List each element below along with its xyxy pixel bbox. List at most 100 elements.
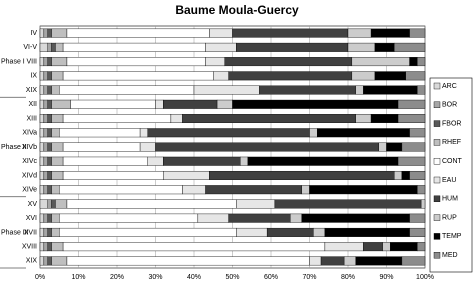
bar-segment xyxy=(397,99,426,109)
bar-segment xyxy=(355,85,364,95)
bar-segment xyxy=(228,213,291,223)
bar-segment xyxy=(236,42,349,52)
bar-segment xyxy=(59,128,141,138)
bar-segment xyxy=(209,170,395,180)
bar-segment xyxy=(324,242,364,252)
bar-segment xyxy=(47,71,52,81)
bar-segment xyxy=(409,128,426,138)
legend-swatch xyxy=(433,157,441,165)
x-tick-label: 0% xyxy=(35,274,45,281)
bar-segment xyxy=(266,227,314,237)
x-tick-label: 60% xyxy=(264,274,278,281)
y-tick-label: XIII xyxy=(26,115,37,122)
bar-segment xyxy=(47,256,52,266)
y-tick-label: XVII xyxy=(24,229,37,236)
bar-segment xyxy=(351,71,376,81)
bar-segment xyxy=(43,114,48,124)
bar-segment xyxy=(39,114,45,124)
bar-segment xyxy=(47,170,52,180)
bar-segment xyxy=(59,213,199,223)
bar-segment xyxy=(47,28,52,38)
legend-swatch xyxy=(433,251,441,259)
bar-segment xyxy=(363,85,418,95)
bar-segment xyxy=(47,156,52,166)
bar-segment xyxy=(209,28,233,38)
y-tick-label: XIVe xyxy=(22,187,37,194)
bar-segment xyxy=(59,185,183,195)
bar-segment xyxy=(39,227,45,237)
y-tick-label: VI-V xyxy=(23,44,37,51)
bar-segment xyxy=(301,213,410,223)
legend-label: MED xyxy=(442,252,458,259)
legend-box xyxy=(429,77,473,273)
y-tick-label: XIX xyxy=(26,87,38,94)
x-tick-label: 10% xyxy=(71,274,85,281)
bar-segment xyxy=(62,242,326,252)
legend-label: HUM xyxy=(442,196,458,203)
group-label: Phase III xyxy=(1,229,29,236)
bar-segment xyxy=(47,85,52,95)
bar-segment xyxy=(43,227,48,237)
legend-swatch xyxy=(433,139,441,146)
bar-segment xyxy=(147,156,164,166)
bar-segment xyxy=(236,199,276,209)
bar-segment xyxy=(66,28,210,38)
bar-segment xyxy=(51,85,60,95)
legend-label: BOR xyxy=(442,102,457,109)
bar-segment xyxy=(39,199,48,209)
bar-segment xyxy=(39,42,48,52)
bar-segment xyxy=(205,42,237,52)
bar-segment xyxy=(162,170,210,180)
bar-segment xyxy=(51,242,64,252)
bar-segment xyxy=(355,114,372,124)
bar-segment xyxy=(401,256,426,266)
bar-segment xyxy=(47,242,52,252)
bar-segment xyxy=(239,156,249,166)
bar-segment xyxy=(47,199,52,209)
bar-segment xyxy=(39,213,45,223)
x-tick-label: 40% xyxy=(187,274,201,281)
y-tick-label: VIII xyxy=(26,58,37,65)
bar-segment xyxy=(417,85,426,95)
bar-segment xyxy=(39,170,45,180)
bar-segment xyxy=(309,128,318,138)
bar-segment xyxy=(51,199,56,209)
bar-segment xyxy=(66,256,310,266)
bar-segment xyxy=(420,199,426,209)
legend-swatch xyxy=(433,233,441,240)
bar-segment xyxy=(51,42,56,52)
bar-segment xyxy=(62,170,164,180)
legend-label: FBOR xyxy=(442,120,461,127)
bar-segment xyxy=(301,185,310,195)
x-tick-label: 80% xyxy=(341,274,355,281)
bar-segment xyxy=(374,42,395,52)
bar-segment xyxy=(51,227,60,237)
y-tick-label: XIVa xyxy=(22,130,37,137)
bar-segment xyxy=(39,142,45,152)
bar-segment xyxy=(347,28,372,38)
legend-swatch xyxy=(433,101,441,109)
group-label: Phase I xyxy=(1,58,25,65)
bar-segment xyxy=(51,213,60,223)
bar-segment xyxy=(51,28,68,38)
bar-segment xyxy=(228,71,353,81)
bar-segment xyxy=(47,227,52,237)
bar-segment xyxy=(417,242,426,252)
bar-segment xyxy=(205,57,226,67)
bar-segment xyxy=(66,57,206,67)
bar-segment xyxy=(394,42,426,52)
bar-segment xyxy=(232,28,349,38)
bar-segment xyxy=(62,114,172,124)
bar-segment xyxy=(39,156,45,166)
bar-segment xyxy=(43,85,48,95)
bar-segment xyxy=(162,156,241,166)
bar-segment xyxy=(51,57,68,67)
chart-title: Baume Moula-Guercy xyxy=(175,3,299,17)
y-tick-label: XIX xyxy=(26,258,38,265)
bar-segment xyxy=(39,242,45,252)
bar-segment xyxy=(324,227,410,237)
legend-swatch xyxy=(433,82,441,90)
y-tick-label: XVIII xyxy=(22,243,37,250)
bar-segment xyxy=(378,142,387,152)
bar-segment xyxy=(397,156,426,166)
